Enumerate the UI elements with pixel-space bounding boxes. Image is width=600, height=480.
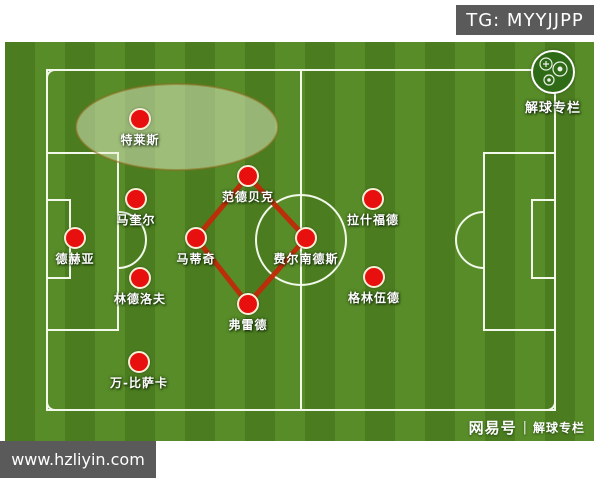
watermark-text: www.hzliyin.com [11, 450, 145, 469]
player-name-label: 特莱斯 [120, 133, 160, 147]
soccer-ball-icon [531, 50, 575, 94]
player-marker [363, 266, 385, 288]
player-name-label: 范德贝克 [221, 190, 275, 204]
player-name-label: 费尔南德斯 [273, 252, 339, 266]
player-name-label: 马奎尔 [116, 213, 156, 227]
player-marker [64, 227, 86, 249]
footer-brand: 网易号 | 解球专栏 [469, 417, 585, 438]
footer-channel-text: 解球专栏 [532, 421, 585, 435]
player-marker [237, 293, 259, 315]
player-marker [129, 267, 151, 289]
netease-logo-text: 网易号 [468, 419, 517, 437]
player-name-label: 弗雷德 [228, 318, 268, 332]
tg-badge: TG: MYYJJPP [456, 5, 594, 35]
player-name-label: 万-比萨卡 [110, 376, 168, 390]
player-marker [362, 188, 384, 210]
player-marker [129, 108, 151, 130]
logo-badge: 解球专栏 [525, 50, 580, 116]
player-name-label: 林德洛夫 [113, 292, 167, 306]
player-name-label: 马蒂奇 [176, 252, 216, 266]
tg-label: TG: MYYJJPP [466, 9, 584, 31]
player-marker [185, 227, 207, 249]
player-name-label: 格林伍德 [347, 291, 401, 305]
player-marker [128, 351, 150, 373]
player-name-label: 拉什福德 [346, 213, 400, 227]
player-marker [237, 165, 259, 187]
player-marker [125, 188, 147, 210]
player-marker [295, 227, 317, 249]
watermark-badge: www.hzliyin.com [0, 441, 156, 478]
footer-divider: | [522, 420, 527, 435]
player-name-label: 德赫亚 [55, 252, 95, 266]
logo-label: 解球专栏 [524, 101, 582, 116]
